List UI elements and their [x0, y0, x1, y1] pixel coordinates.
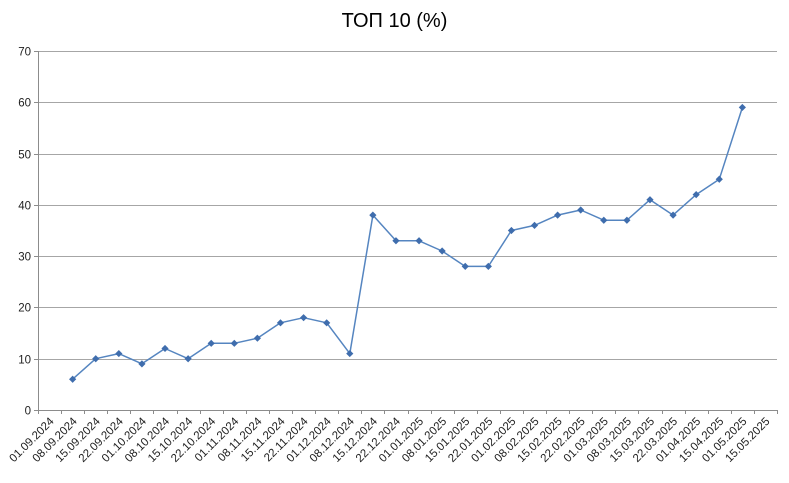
data-point-marker — [438, 247, 446, 255]
y-axis-label: 40 — [18, 201, 31, 213]
data-point-marker — [669, 211, 677, 219]
data-point-marker — [92, 355, 100, 363]
data-point-marker — [230, 339, 238, 347]
y-axis-label: 60 — [18, 98, 31, 110]
data-point-marker — [369, 211, 377, 219]
data-point-marker — [738, 103, 746, 112]
data-point-marker — [530, 221, 539, 229]
data-point-marker — [323, 319, 331, 327]
data-point-marker — [715, 175, 723, 183]
data-point-marker — [507, 226, 516, 235]
y-axis-label: 20 — [18, 303, 31, 315]
data-point-marker — [600, 216, 608, 224]
data-point-marker — [415, 237, 423, 245]
y-axis-label: 10 — [18, 355, 31, 367]
data-point-marker — [692, 191, 700, 199]
data-point-marker — [554, 211, 562, 219]
data-point-marker — [577, 206, 585, 214]
y-axis-label: 70 — [18, 47, 31, 59]
chart-title: ТОП 10 (%) — [341, 10, 448, 32]
data-point-marker — [392, 237, 400, 245]
data-point-marker — [253, 334, 261, 342]
data-point-marker — [207, 339, 215, 347]
data-point-marker — [138, 360, 146, 368]
data-point-marker — [184, 355, 192, 363]
data-point-marker — [69, 375, 77, 383]
series-line — [72, 107, 744, 380]
data-point-marker — [346, 349, 354, 358]
data-point-marker — [623, 216, 631, 224]
y-axis-label: 0 — [25, 406, 31, 418]
data-point-marker — [161, 344, 169, 353]
data-point-marker — [299, 314, 308, 322]
y-axis-label: 50 — [18, 150, 31, 162]
y-axis-label: 30 — [18, 252, 31, 264]
data-point-marker — [461, 262, 469, 270]
data-point-marker — [646, 196, 654, 204]
data-point-marker — [484, 262, 492, 270]
data-point-marker — [276, 319, 285, 327]
data-point-marker — [115, 349, 123, 358]
